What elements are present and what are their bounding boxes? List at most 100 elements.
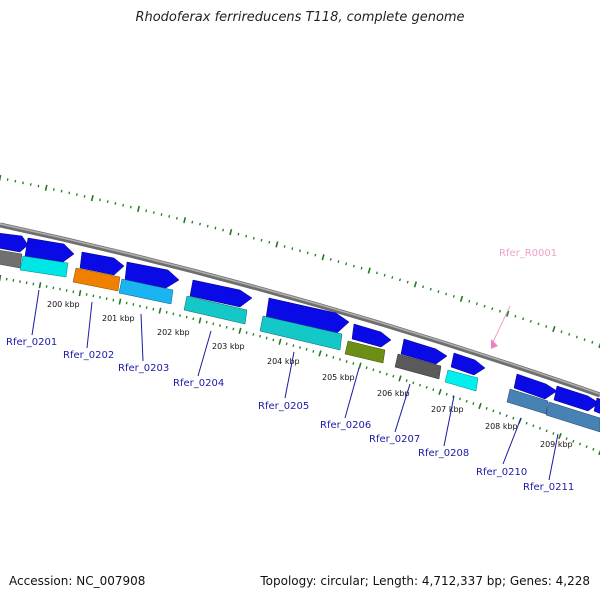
gene-block[interactable] [19,255,69,278]
minor-tick [465,399,468,403]
minor-tick [498,411,502,415]
gene-block[interactable] [545,401,600,433]
gene-arrow[interactable] [124,261,180,289]
gene-arrow[interactable] [189,279,253,308]
minor-tick [545,325,548,328]
minor-tick [568,332,571,336]
minor-tick [192,317,195,321]
inner-tick-ring [0,274,600,456]
gene-label[interactable]: Rfer_0203 [118,363,169,374]
minor-tick [99,198,101,202]
minor-tick [492,409,495,413]
minor-tick [237,232,240,236]
minor-tick [299,249,301,253]
minor-tick [375,271,378,275]
gene-label[interactable]: Rfer_0202 [63,350,114,361]
minor-tick [360,266,363,270]
minor-tick [458,397,462,401]
minor-tick [106,200,109,204]
minor-tick [145,209,148,213]
major-tick [229,228,233,236]
minor-tick [432,388,435,392]
gene-block[interactable] [72,267,121,292]
gene-arrow[interactable] [450,352,486,376]
gene-arrow[interactable] [24,237,75,263]
minor-tick [560,330,563,334]
rna-arrow[interactable] [491,339,498,349]
minor-tick [139,304,141,308]
minor-tick [383,273,386,277]
minor-tick [222,228,225,232]
gene-block[interactable] [0,250,23,269]
minor-tick [583,338,586,342]
minor-tick [29,183,32,186]
major-tick [552,326,556,333]
minor-tick [52,188,55,191]
minor-tick [314,253,317,257]
minor-tick [260,238,263,242]
minor-tick [491,307,494,311]
minor-tick [6,178,9,181]
major-tick [318,350,322,357]
minor-tick [37,184,40,188]
minor-tick [445,392,448,396]
minor-tick [272,338,275,342]
gene-label[interactable]: Rfer_0207 [369,434,420,445]
gene-block[interactable] [444,369,479,392]
gene-arrow[interactable] [513,373,558,400]
gene-block[interactable] [118,278,174,305]
gene-label[interactable]: Rfer_0208 [418,448,469,459]
gene-arrow[interactable] [79,251,125,276]
gene-labels: Rfer_0201 Rfer_0202 Rfer_0203 Rfer_0204 … [6,337,574,493]
major-tick [275,241,279,248]
gene-label[interactable]: Rfer_0210 [476,467,527,478]
minor-tick [452,395,455,398]
minor-tick [337,260,340,263]
major-tick [413,281,418,288]
major-tick [118,298,122,305]
minor-tick [152,211,155,214]
gene-label[interactable]: Rfer_0205 [258,401,309,412]
minor-tick [392,374,395,378]
scale-label: 201 kbp [102,314,135,323]
minor-tick [329,258,332,261]
minor-tick [245,234,248,238]
minor-tick [578,442,582,446]
minor-tick [472,402,475,406]
minor-tick [429,287,432,291]
gene-label[interactable]: Rfer_0206 [320,420,371,431]
minor-tick [268,240,271,244]
gene-arrow[interactable] [351,323,392,348]
rna-label[interactable]: Rfer_R0001 [499,248,557,259]
gene-arrow[interactable] [400,338,448,365]
gene-block[interactable] [344,340,386,364]
gene-label[interactable]: Rfer_0211 [523,482,574,493]
minor-tick [72,290,75,294]
major-tick [438,388,442,395]
minor-tick [305,348,308,351]
gene-block[interactable] [394,353,442,380]
minor-tick [265,336,268,340]
gene-arrow[interactable] [553,385,600,412]
gene-arrow[interactable] [265,297,350,335]
minor-tick [483,304,486,308]
forward-strand-features [0,232,600,416]
minor-tick [214,226,217,230]
genome-backbone [0,222,600,398]
major-tick [358,362,362,369]
minor-tick [468,299,471,303]
gene-label[interactable]: Rfer_0204 [173,378,224,389]
major-tick [90,195,94,202]
minor-tick [85,293,88,296]
scale-label: 205 kbp [322,373,355,382]
major-tick [558,433,562,440]
minor-tick [132,303,135,306]
gene-block[interactable] [259,315,343,351]
gene-label[interactable]: Rfer_0201 [6,337,57,348]
minor-tick [345,262,348,266]
gene-arrow[interactable] [593,397,600,416]
gene-arrow[interactable] [0,232,29,253]
minor-tick [505,414,508,418]
minor-tick [252,333,255,336]
gene-block[interactable] [183,295,248,325]
